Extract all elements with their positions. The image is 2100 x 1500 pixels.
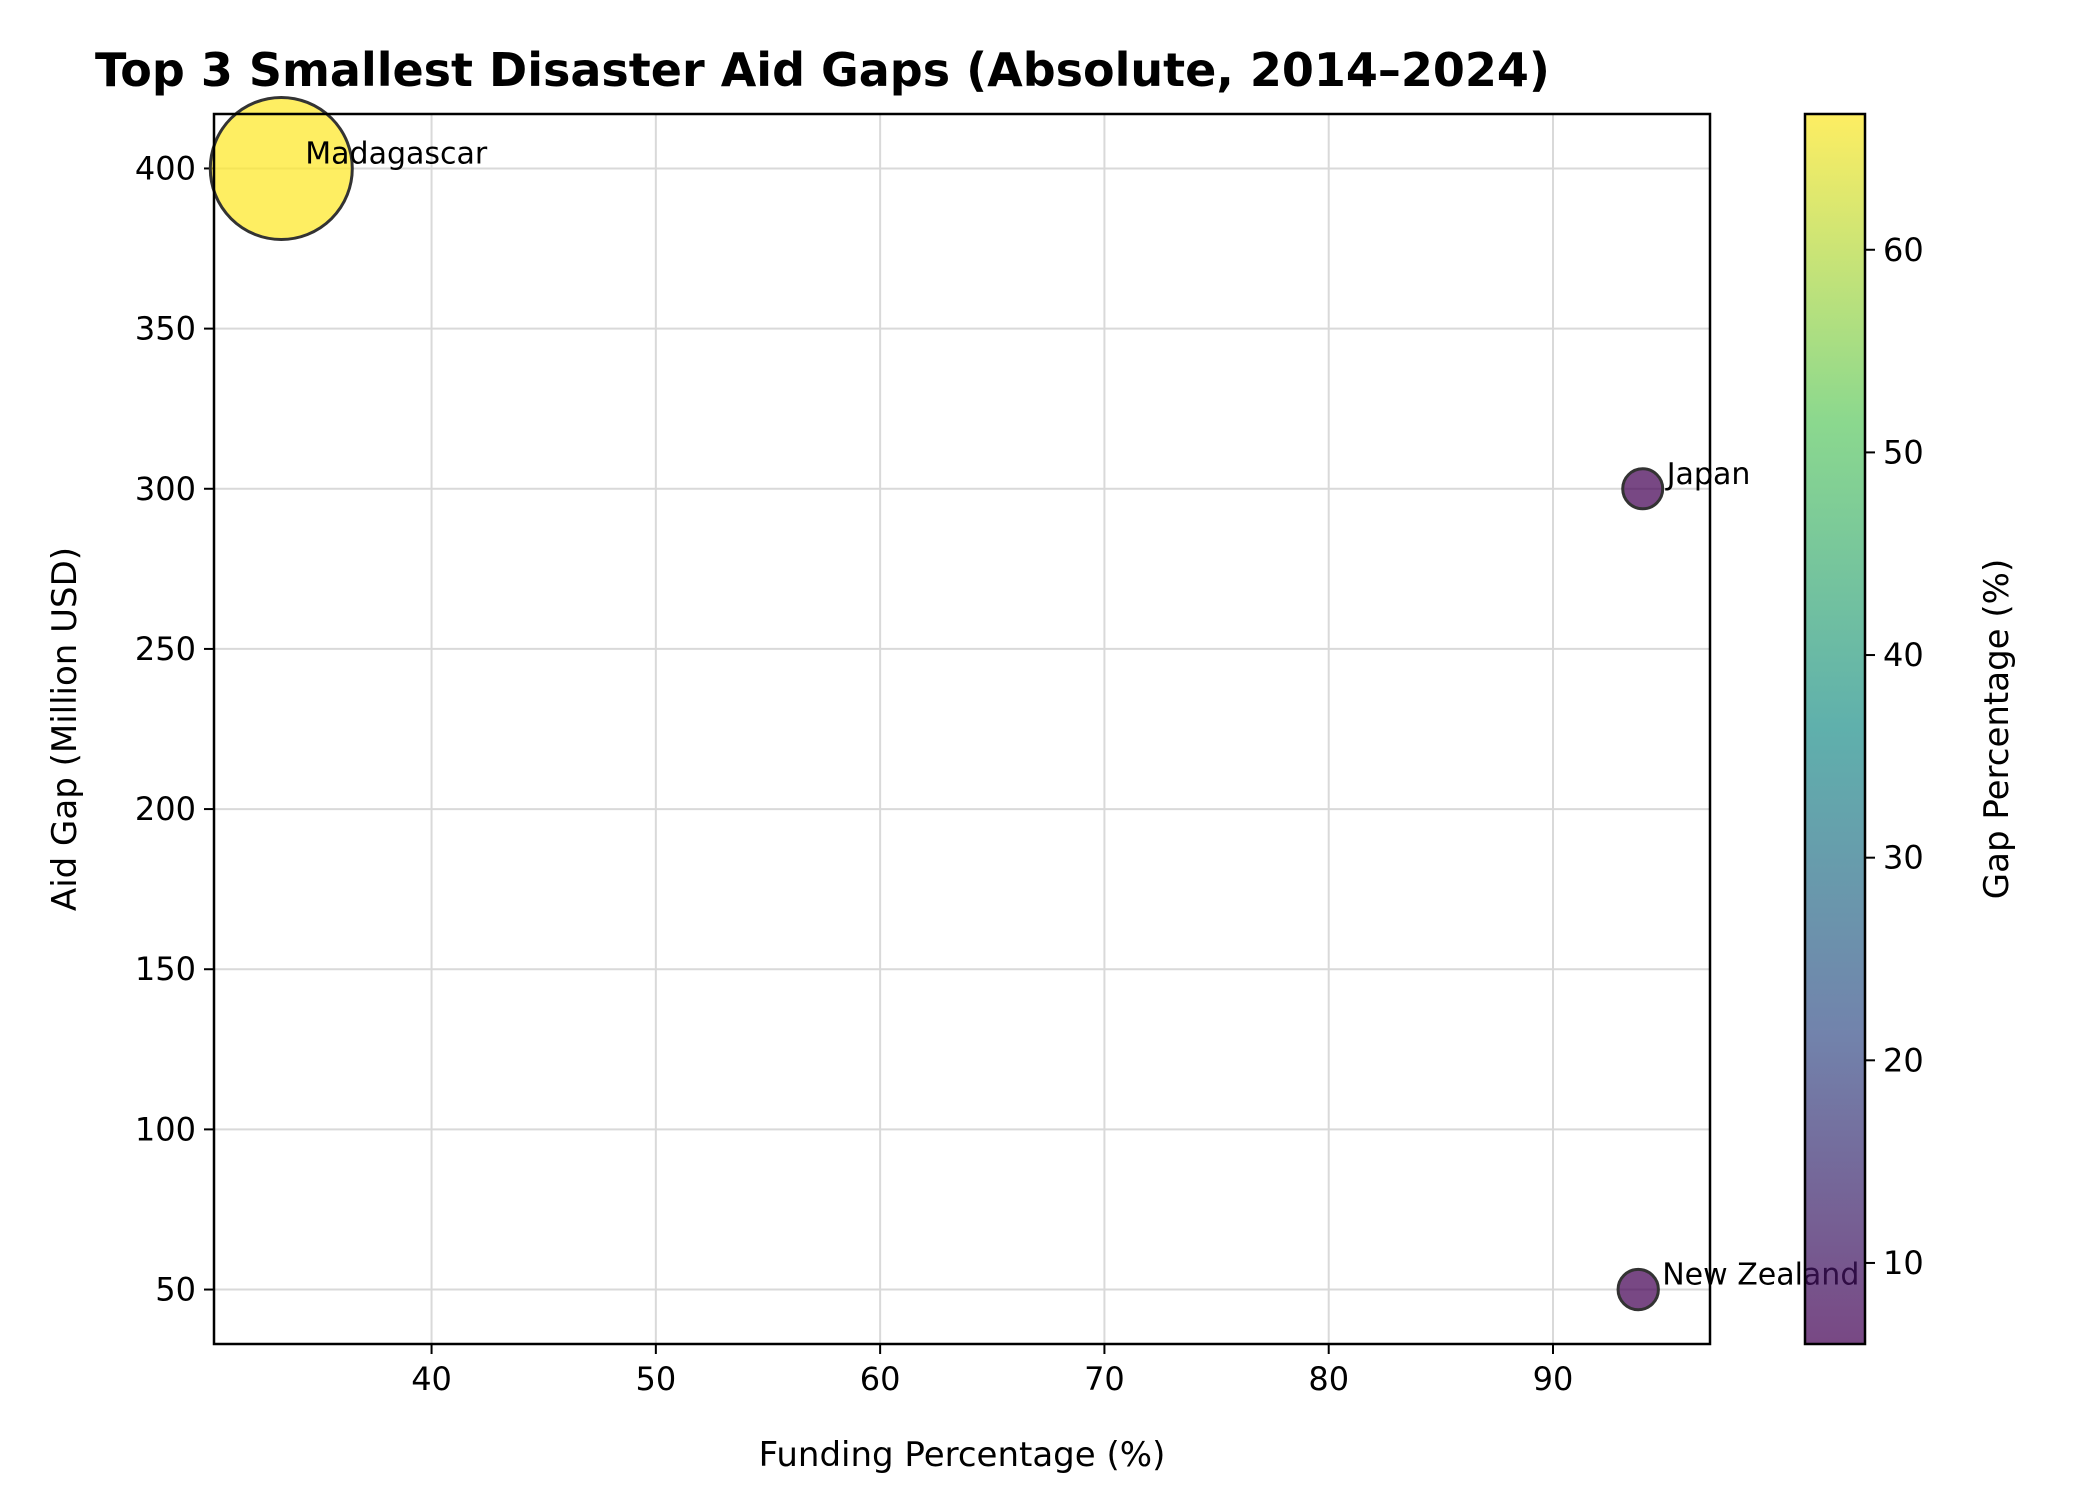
scatter-point (1621, 467, 1665, 511)
y-tick-label: 250 (135, 630, 196, 668)
colorbar (1805, 114, 1865, 1344)
y-tick-label: 300 (135, 470, 196, 508)
point-label: Madagascar (305, 136, 488, 171)
x-axis-label: Funding Percentage (%) (759, 1435, 1166, 1475)
chart-title: Top 3 Smallest Disaster Aid Gaps (Absolu… (95, 43, 1550, 97)
grid (214, 114, 1710, 1344)
x-tick-label: 70 (1084, 1360, 1125, 1398)
colorbar-tick-label: 60 (1883, 231, 1924, 269)
colorbar-tick-label: 40 (1883, 636, 1924, 674)
y-tick-label: 50 (155, 1271, 196, 1309)
colorbar-tick-label: 10 (1883, 1244, 1924, 1282)
y-tick-label: 100 (135, 1110, 196, 1148)
colorbar-ticks: 10 20 30 40 50 60 (1865, 231, 1924, 1282)
scatter-point (208, 95, 354, 241)
x-tick-label: 60 (860, 1360, 901, 1398)
y-tick-label: 400 (135, 149, 196, 187)
colorbar-tick-label: 20 (1883, 1041, 1924, 1079)
colorbar-tick-label: 50 (1883, 433, 1924, 471)
y-tick-label: 350 (135, 310, 196, 348)
y-axis-label: Aid Gap (Million USD) (45, 547, 85, 911)
y-axis: 50 100 150 200 250 300 350 400 (135, 149, 214, 1309)
y-tick-label: 200 (135, 790, 196, 828)
colorbar-tick-label: 30 (1883, 839, 1924, 877)
x-tick-label: 90 (1533, 1360, 1574, 1398)
point-label: Japan (1665, 457, 1751, 492)
x-tick-label: 80 (1308, 1360, 1349, 1398)
y-tick-label: 150 (135, 950, 196, 988)
colorbar-label: Gap Percentage (%) (1977, 559, 2017, 899)
x-axis: 40 50 60 70 80 90 (411, 1344, 1573, 1398)
scatter-point (1616, 1267, 1660, 1312)
x-tick-label: 50 (635, 1360, 676, 1398)
x-tick-label: 40 (411, 1360, 452, 1398)
colorbar-frame (1803, 112, 1867, 1346)
plot-frame (212, 112, 1712, 1346)
